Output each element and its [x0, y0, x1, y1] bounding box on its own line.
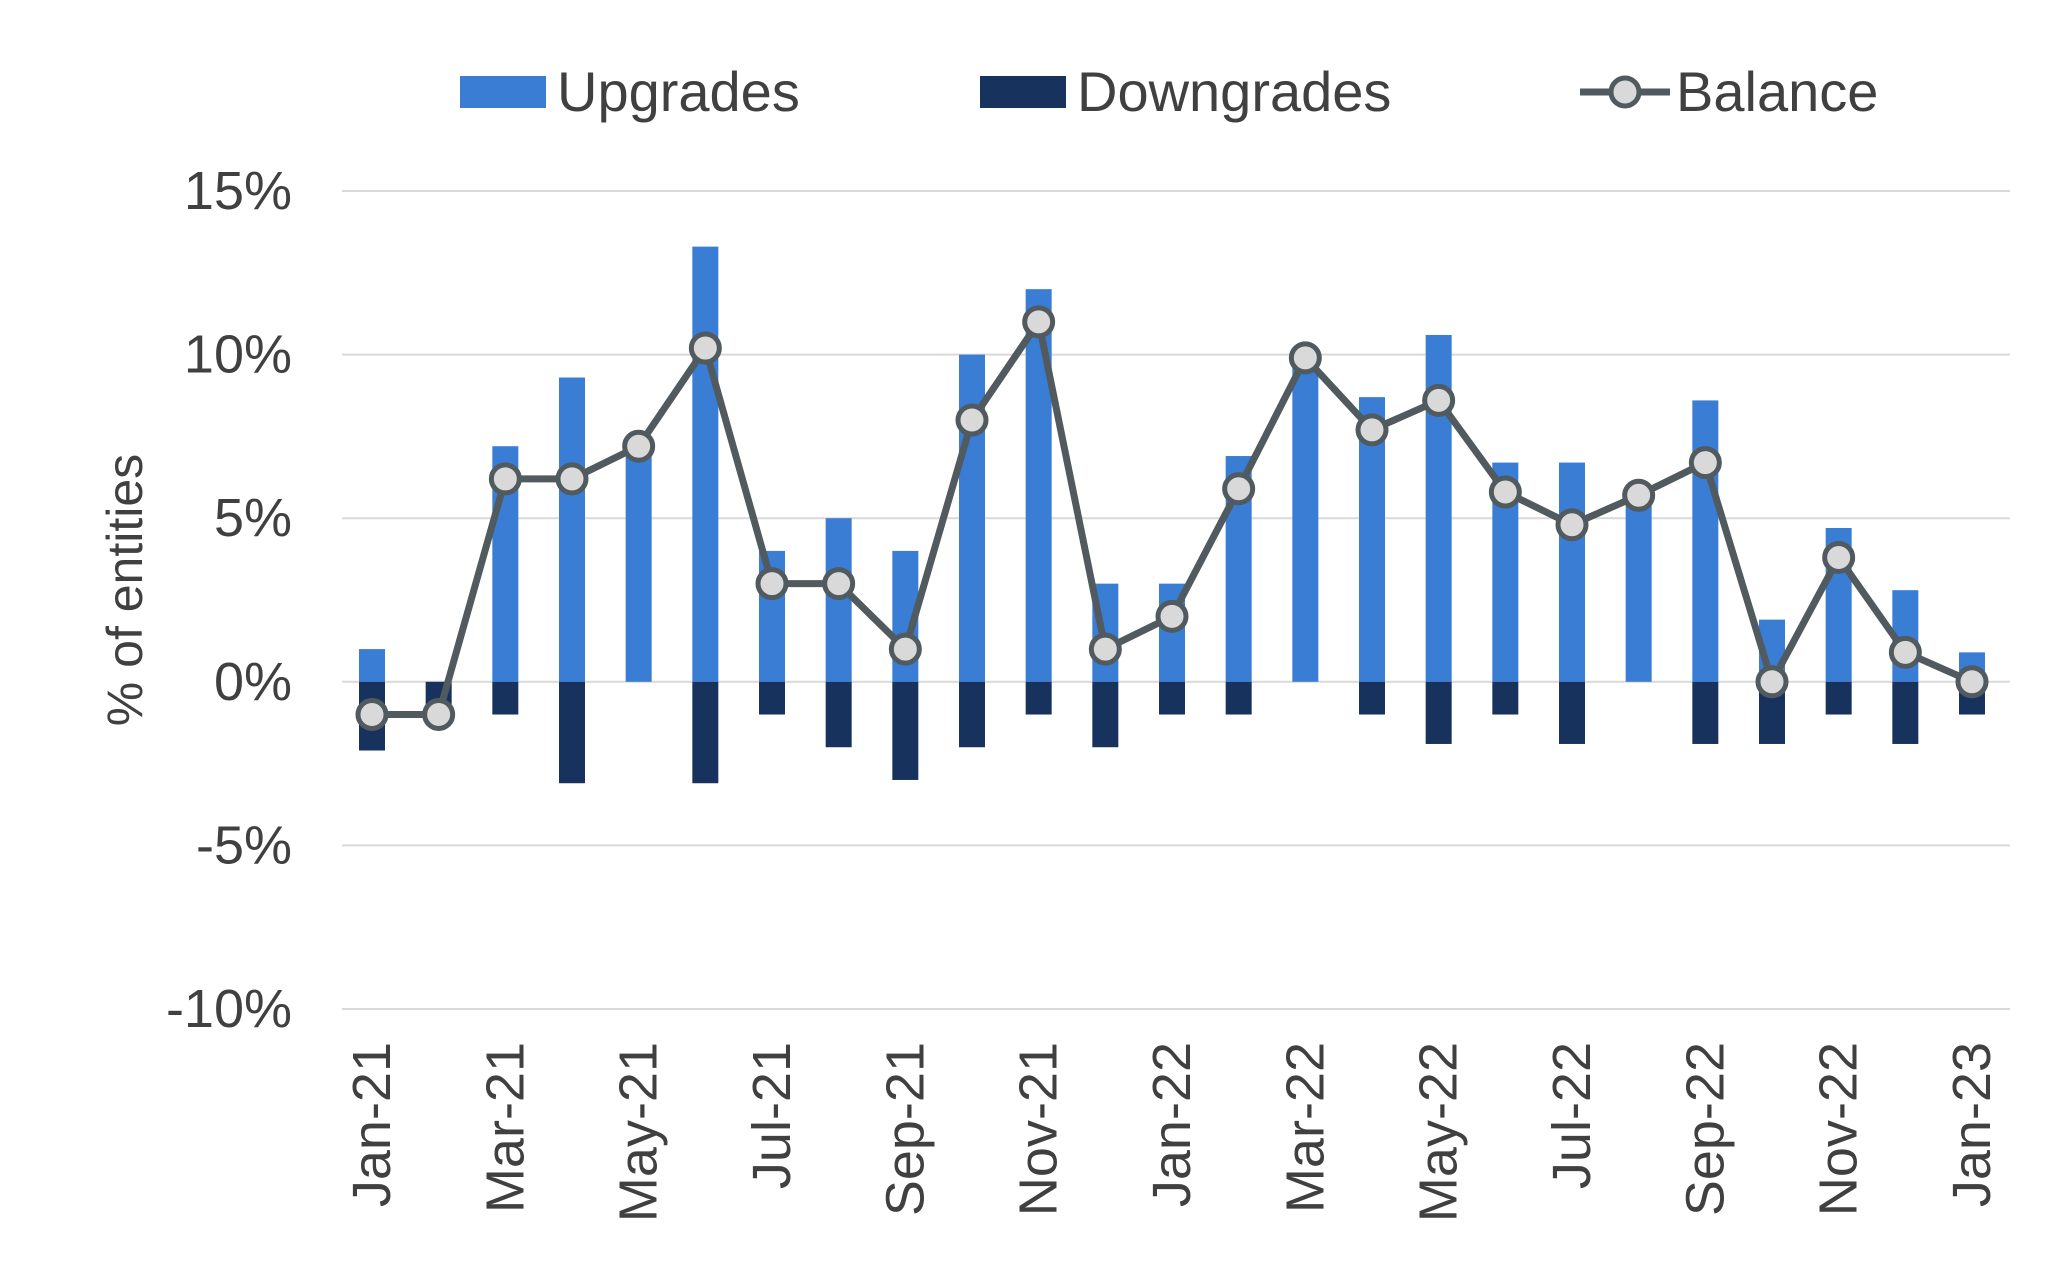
- x-tick-label: Jul-22: [1542, 1042, 1602, 1189]
- balance-point: [1822, 540, 1856, 574]
- downgrades-bar: [1092, 681, 1119, 748]
- balance-point: [1755, 665, 1789, 699]
- balance-point: [1688, 446, 1722, 480]
- balance-point: [822, 567, 856, 601]
- x-tick-label: Jan-22: [1142, 1042, 1202, 1207]
- x-tick-label: Nov-21: [1009, 1042, 1069, 1216]
- upgrades-bar: [1692, 400, 1719, 682]
- balance-point: [955, 403, 989, 437]
- downgrades-bar: [692, 681, 719, 784]
- downgrades-bar: [1492, 681, 1519, 715]
- upgrades-bar: [625, 446, 652, 682]
- downgrades-bar: [1359, 681, 1385, 715]
- y-tick-label: -10%: [166, 979, 292, 1039]
- y-tick-label: 5%: [214, 488, 292, 548]
- downgrades-bar: [825, 681, 852, 748]
- balance-point: [688, 331, 722, 365]
- balance-point: [1888, 635, 1922, 669]
- balance-point: [1155, 599, 1189, 633]
- legend-swatch-upgrades: [460, 76, 546, 108]
- x-tick-label: Jan-23: [1942, 1042, 2002, 1207]
- balance-point: [1088, 632, 1122, 666]
- downgrades-bar: [1692, 681, 1719, 744]
- balance-point: [555, 462, 589, 496]
- balance-point: [1288, 341, 1322, 375]
- legend: Upgrades Downgrades Balance: [460, 60, 1878, 123]
- balance-point: [1488, 475, 1522, 509]
- downgrades-bar: [1559, 681, 1585, 744]
- balance-point: [355, 698, 389, 732]
- x-tick-label: Jul-21: [742, 1042, 802, 1189]
- upgrades-bar: [692, 246, 719, 682]
- downgrades-bar: [559, 681, 585, 784]
- balance-point: [1222, 472, 1256, 506]
- upgrades-bar: [1292, 354, 1319, 682]
- downgrades-bar: [1892, 681, 1919, 744]
- x-axis-ticks: Jan-21 Mar-21 May-21 Jul-21 Sep-21 Nov-21 Jan-…: [342, 1042, 2002, 1222]
- legend-label-balance: Balance: [1676, 60, 1878, 123]
- downgrades-bar: [1825, 681, 1852, 715]
- x-tick-label: Mar-21: [475, 1042, 535, 1213]
- x-tick-label: Sep-22: [1675, 1042, 1735, 1216]
- downgrades-bar: [1159, 681, 1185, 715]
- downgrades-bar: [492, 681, 519, 715]
- x-tick-label: Mar-22: [1275, 1042, 1335, 1213]
- x-tick-label: Nov-22: [1809, 1042, 1869, 1216]
- balance-line: [355, 305, 1989, 732]
- balance-point: [488, 462, 522, 496]
- downgrades-bar: [959, 681, 985, 748]
- downgrades-bar: [1225, 681, 1252, 715]
- balance-point: [422, 698, 456, 732]
- balance-point: [1555, 508, 1589, 542]
- legend-marker-balance: [1608, 75, 1642, 109]
- legend-label-upgrades: Upgrades: [557, 60, 800, 123]
- balance-point: [1022, 305, 1056, 339]
- legend-label-downgrades: Downgrades: [1077, 60, 1391, 123]
- x-tick-label: Jan-21: [342, 1042, 402, 1207]
- upgrades-bar: [1025, 289, 1052, 682]
- y-tick-label: -5%: [196, 815, 292, 875]
- upgrades-bar: [1625, 495, 1652, 682]
- downgrades-bars: [359, 681, 1985, 784]
- upgrades-bar: [559, 377, 585, 682]
- balance-point: [1955, 665, 1989, 699]
- legend-swatch-downgrades: [980, 76, 1066, 108]
- upgrades-bar: [1559, 462, 1585, 682]
- upgrades-bar: [359, 649, 385, 682]
- balance-point: [1355, 413, 1389, 447]
- balance-point: [755, 567, 789, 601]
- y-tick-label: 0%: [214, 652, 292, 712]
- y-axis-ticks: 15% 10% 5% 0% -5% -10%: [166, 161, 292, 1039]
- balance-point: [888, 632, 922, 666]
- downgrades-bar: [759, 681, 785, 715]
- gridlines: [342, 190, 2010, 1010]
- x-tick-label: May-22: [1409, 1042, 1469, 1222]
- x-tick-label: Sep-21: [875, 1042, 935, 1216]
- balance-point: [1422, 383, 1456, 417]
- y-tick-label: 15%: [184, 161, 292, 221]
- y-axis-label: % of entities: [97, 454, 153, 726]
- balance-point: [622, 429, 656, 463]
- downgrades-bar: [892, 681, 919, 780]
- downgrades-bar: [1025, 681, 1052, 715]
- downgrades-bar: [1425, 681, 1452, 744]
- balance-point: [1622, 478, 1656, 512]
- y-tick-label: 10%: [184, 325, 292, 385]
- x-tick-label: May-21: [609, 1042, 669, 1222]
